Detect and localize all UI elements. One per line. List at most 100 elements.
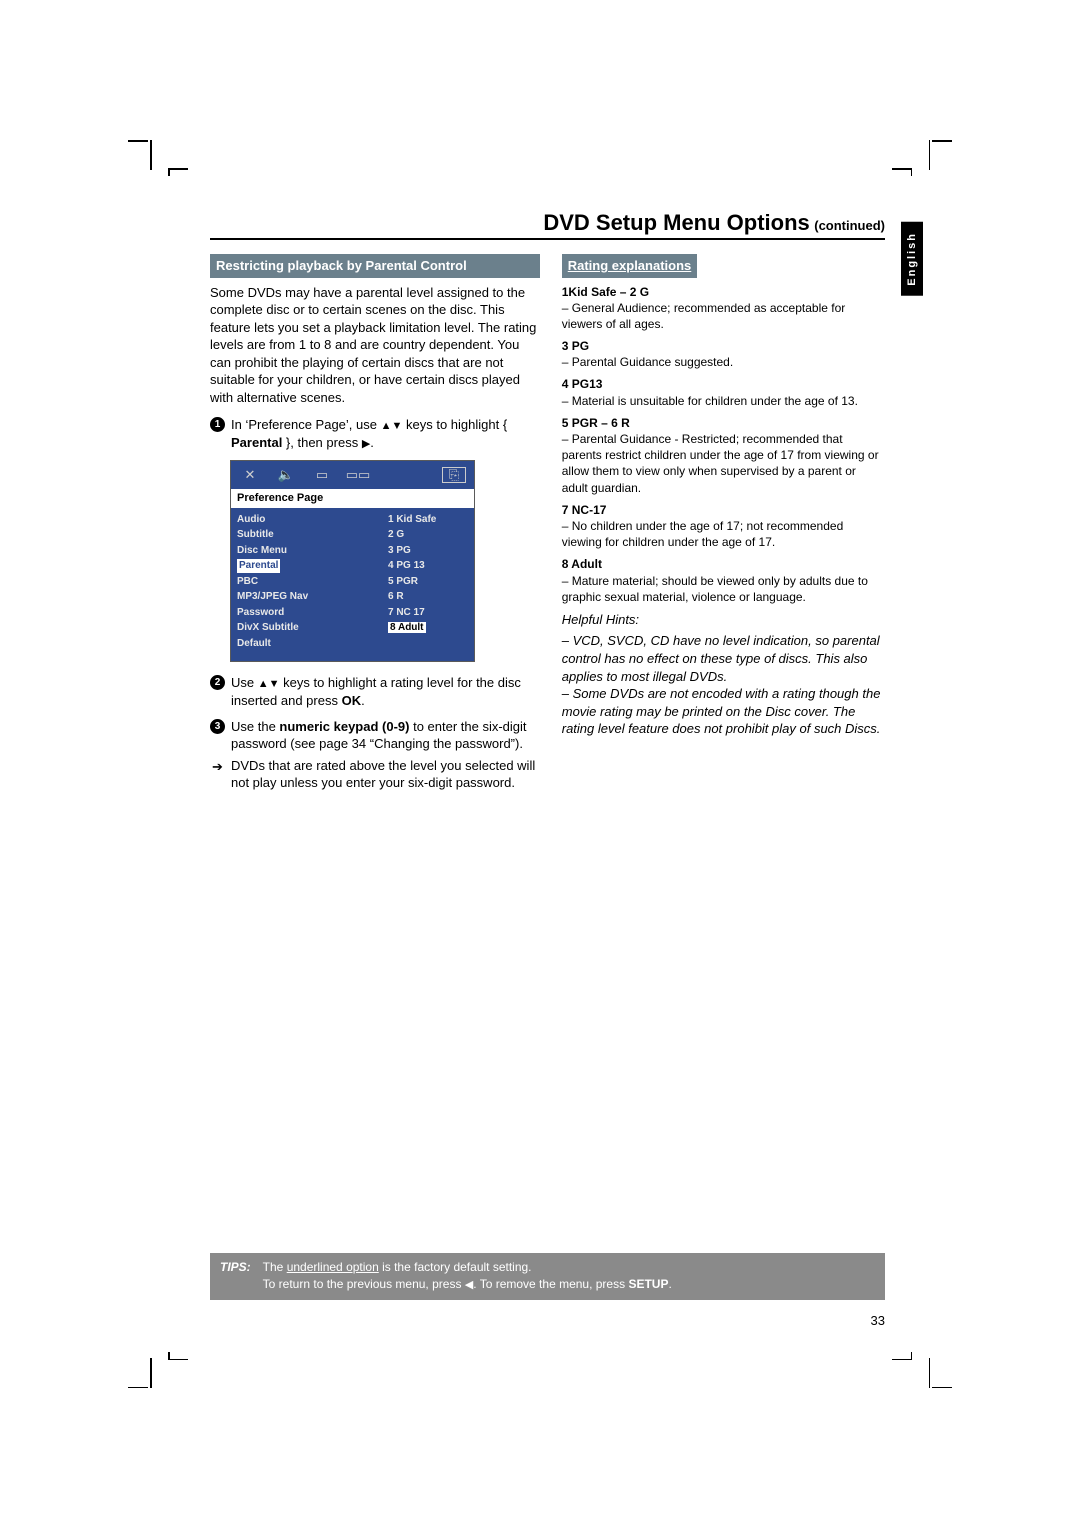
rating-block: 3 PG– Parental Guidance suggested. [562,338,885,370]
crop-mark [168,1359,188,1361]
osd-left-item: DivX Subtitle [237,620,376,636]
rating-label: 7 NC-17 [562,502,885,518]
step-1-text: In ‘Preference Page’, use ▲▼ keys to hig… [231,416,540,452]
dolby-icon: ▭▭ [347,467,369,483]
crop-mark [932,1387,952,1389]
crop-mark [168,168,188,170]
audio-icon: 🔈 [275,467,297,483]
page-number: 33 [871,1313,885,1328]
step-3-text: Use the numeric keypad (0-9) to enter th… [231,718,540,753]
rating-block: 7 NC-17– No children under the age of 17… [562,502,885,551]
settings-icon: ✕ [239,467,261,483]
text-bold: numeric keypad (0-9) [279,719,409,734]
text: The [263,1260,287,1274]
rating-desc: – Mature material; should be viewed only… [562,573,885,605]
tips-bar: TIPS: The underlined option is the facto… [210,1253,885,1300]
crop-mark [128,140,148,142]
up-down-arrow-icon: ▲▼ [258,678,280,690]
rating-desc: – Parental Guidance - Restricted; recomm… [562,431,885,496]
crop-mark [911,168,913,176]
osd-left-list: AudioSubtitleDisc MenuParentalPBCMP3/JPE… [231,508,382,662]
text: Use the [231,719,279,734]
osd-left-item: Disc Menu [237,543,376,559]
rating-block: 4 PG13– Material is unsuitable for child… [562,376,885,408]
text: is the factory default setting. [379,1260,532,1274]
left-column: Restricting playback by Parental Control… [210,254,540,800]
text-bold: SETUP [628,1277,668,1291]
crop-mark [929,140,931,170]
video-icon: ▭ [311,467,333,483]
hint-item: – VCD, SVCD, CD have no level indication… [562,632,885,685]
step-number-3-icon: 3 [210,719,225,734]
osd-right-item: 5 PGR [388,574,468,590]
osd-left-item: PBC [237,574,376,590]
rating-block: 1Kid Safe – 2 G– General Audience; recom… [562,284,885,333]
text: . [361,693,365,708]
step-3-result: ➔ DVDs that are rated above the level yo… [210,757,540,792]
left-section-header: Restricting playback by Parental Control [210,254,540,278]
osd-left-item: Parental [237,558,376,574]
exit-icon: ⎘ [442,467,466,483]
rating-label: 8 Adult [562,556,885,572]
rating-label: 3 PG [562,338,885,354]
tips-label: TIPS: [220,1259,251,1293]
right-section-header: Rating explanations [562,254,698,278]
step-2: 2 Use ▲▼ keys to highlight a rating leve… [210,674,540,709]
right-arrow-icon: ▶ [362,438,370,450]
up-down-arrow-icon: ▲▼ [381,420,403,432]
osd-preference-page: ✕ 🔈 ▭ ▭▭ ⎘ Preference Page AudioSubtitle… [230,460,475,662]
osd-icon-bar: ✕ 🔈 ▭ ▭▭ ⎘ [231,461,474,489]
step-3: 3 Use the numeric keypad (0-9) to enter … [210,718,540,753]
rating-block: 5 PGR – 6 R– Parental Guidance - Restric… [562,415,885,496]
crop-mark [168,1352,170,1360]
text: }, then press [282,435,362,450]
text: To return to the previous menu, press [263,1277,465,1291]
osd-right-item: 6 R [388,589,468,605]
rating-list: 1Kid Safe – 2 G– General Audience; recom… [562,284,885,605]
step-2-text: Use ▲▼ keys to highlight a rating level … [231,674,540,709]
osd-right-item: 7 NC 17 [388,605,468,621]
hints-list: – VCD, SVCD, CD have no level indication… [562,632,885,737]
page-title-main: DVD Setup Menu Options [543,210,809,235]
crop-mark [128,1387,148,1389]
step-1: 1 In ‘Preference Page’, use ▲▼ keys to h… [210,416,540,452]
rating-label: 4 PG13 [562,376,885,392]
result-arrow-icon: ➔ [210,758,225,792]
text-bold: Parental [231,435,282,450]
rating-block: 8 Adult– Mature material; should be view… [562,556,885,605]
crop-mark [150,1358,152,1388]
left-arrow-icon: ◀ [465,1279,473,1291]
osd-left-item: MP3/JPEG Nav [237,589,376,605]
text: . To remove the menu, press [473,1277,628,1291]
osd-body: AudioSubtitleDisc MenuParentalPBCMP3/JPE… [231,508,474,662]
hints-title: Helpful Hints: [562,611,885,629]
tips-text: The underlined option is the factory def… [263,1259,672,1293]
osd-right-item: 1 Kid Safe [388,512,468,528]
text-underline: underlined option [287,1260,379,1274]
osd-right-list: 1 Kid Safe2 G3 PG4 PG 135 PGR6 R7 NC 178… [382,508,474,662]
crop-mark [150,140,152,170]
step-3-result-text: DVDs that are rated above the level you … [231,757,540,792]
text: Use [231,675,258,690]
osd-left-item: Password [237,605,376,621]
rating-desc: – General Audience; recommended as accep… [562,300,885,332]
language-tab: English [901,222,923,296]
osd-left-item: Default [237,636,376,652]
crop-mark [892,1359,912,1361]
page-title: DVD Setup Menu Options (continued) [210,210,885,240]
osd-right-item: 8 Adult [388,620,468,636]
osd-right-item: 2 G [388,527,468,543]
page-title-continued: (continued) [814,218,885,233]
rating-desc: – Parental Guidance suggested. [562,354,885,370]
crop-mark [911,1352,913,1360]
text-bold: OK [342,693,362,708]
crop-mark [892,168,912,170]
crop-mark [168,168,170,176]
crop-mark [929,1358,931,1388]
intro-paragraph: Some DVDs may have a parental level assi… [210,284,540,407]
rating-label: 5 PGR – 6 R [562,415,885,431]
step-number-2-icon: 2 [210,675,225,690]
text: In ‘Preference Page’, use [231,417,381,432]
osd-right-item: 4 PG 13 [388,558,468,574]
rating-desc: – No children under the age of 17; not r… [562,518,885,550]
